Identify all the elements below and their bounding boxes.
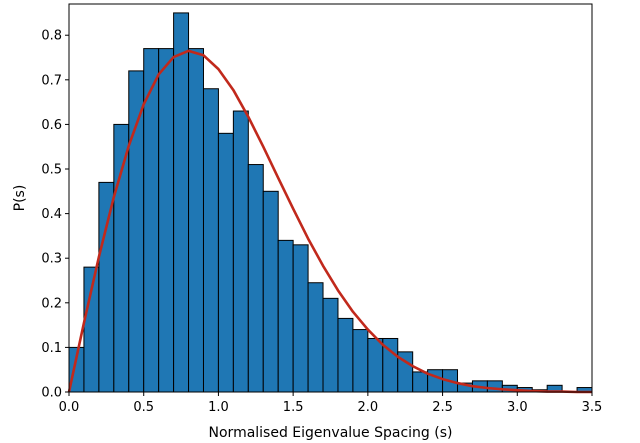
histogram-bar [292, 244, 309, 393]
histogram-bar [188, 48, 204, 393]
histogram-bar [322, 297, 339, 393]
y-tick-label: 0.1 [41, 341, 62, 356]
histogram-bar [113, 123, 130, 393]
y-tick-label: 0.0 [41, 386, 62, 401]
x-tick-label: 2.0 [358, 400, 379, 415]
y-tick-label: 0.2 [41, 296, 62, 311]
x-axis-label: Normalised Eigenvalue Spacing (s) [209, 425, 453, 441]
histogram-bar [232, 110, 249, 393]
histogram-bar [217, 132, 234, 393]
y-tick-label: 0.5 [41, 163, 62, 178]
x-tick-label: 2.5 [432, 400, 453, 415]
y-axis-ticks: 0.0 0.1 0.2 0.3 0.4 0.5 0.6 0.7 0.8 [41, 29, 69, 401]
y-tick-label: 0.6 [41, 118, 62, 133]
x-tick-label: 1.0 [208, 400, 229, 415]
histogram-bar [158, 48, 175, 393]
fit-curve-layer [67, 49, 592, 394]
y-tick-label: 0.4 [41, 207, 62, 222]
histogram-bar [412, 371, 429, 393]
y-tick-label: 0.7 [41, 73, 62, 88]
histogram-bar [277, 239, 294, 393]
histogram-bar [337, 317, 354, 393]
x-tick-label: 3.5 [582, 400, 603, 415]
y-axis-label: P(s) [12, 185, 28, 212]
fit-curve-line [67, 49, 592, 394]
histogram-bar [262, 190, 279, 393]
plot-frame [68, 3, 593, 393]
histogram-bar [202, 88, 219, 393]
x-axis-ticks: 0.0 0.5 1.0 1.5 2.0 2.5 3.0 3.5 [59, 392, 603, 415]
histogram-bar [247, 164, 264, 393]
histogram-bar [427, 369, 444, 393]
histogram-bars [68, 12, 593, 393]
y-tick-label: 0.3 [41, 252, 62, 267]
histogram-bar [307, 282, 324, 393]
x-tick-label: 0.5 [133, 400, 154, 415]
histogram-bar [352, 329, 369, 393]
histogram-bar [173, 12, 190, 393]
x-tick-label: 1.5 [283, 400, 304, 415]
x-tick-label: 0.0 [59, 400, 80, 415]
y-tick-label: 0.8 [41, 29, 62, 44]
histogram-bar [367, 337, 384, 393]
histogram-bar [98, 181, 115, 393]
x-tick-label: 3.0 [507, 400, 528, 415]
histogram-bar [128, 70, 145, 393]
